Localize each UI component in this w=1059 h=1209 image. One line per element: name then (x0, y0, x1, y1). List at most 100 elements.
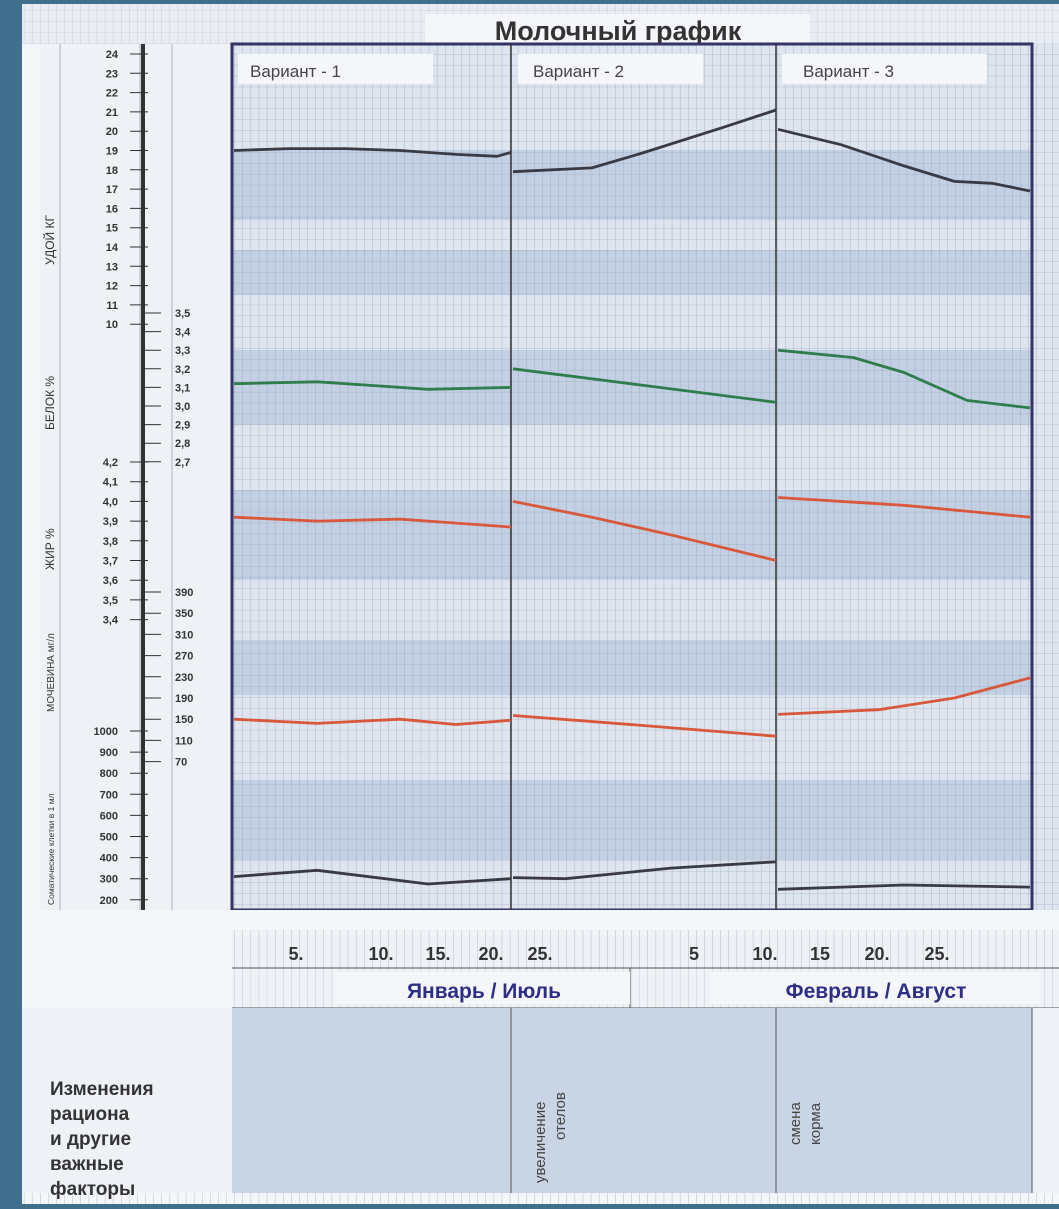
left-border (0, 0, 22, 1204)
yield-tick-label: 22 (106, 88, 118, 100)
yield-tick-label: 24 (106, 49, 119, 61)
somatic-tick-label: 200 (100, 895, 118, 907)
x-tick-label: 10. (752, 944, 777, 964)
yield-tick-label: 11 (106, 300, 118, 312)
protein-tick-label: 2,8 (175, 438, 190, 450)
yield-tick-label: 13 (106, 261, 118, 273)
urea-tick-label: 110 (175, 735, 193, 747)
series-lines (233, 108, 1031, 891)
title-strip (22, 4, 1059, 44)
notes-heading: Изменения рациона и другие важные фактор… (50, 1079, 154, 1200)
month-label-1: Январь / Июль (407, 980, 561, 1003)
fat-tick-label: 4,2 (103, 457, 118, 469)
x-tick-label: 20. (864, 944, 889, 964)
notes-heading-line-2: рациона (50, 1104, 130, 1125)
x-tick-label: 25. (527, 944, 552, 964)
somatic-tick-label: 400 (100, 853, 118, 865)
somatic-tick-label: 500 (100, 832, 118, 844)
urea-line-panel-1 (233, 717, 512, 726)
chart-title: Молочный график (495, 16, 742, 46)
protein-tick-label: 3,5 (175, 308, 190, 320)
axis-ticks: 24 23 22 21 20 19 18 17 16 15 14 13 12 11 10 3,5 3,4 3,3 3… (94, 49, 194, 907)
urea-tick-label: 70 (175, 757, 187, 769)
somatic-tick-label: 900 (100, 747, 118, 759)
yield-line-panel-2 (512, 108, 777, 174)
yield-tick-label: 19 (106, 146, 118, 158)
variant-2-box (518, 54, 703, 84)
protein-line-panel-1 (233, 380, 512, 391)
yield-tick-label: 23 (106, 68, 118, 80)
urea-tick-label: 270 (175, 651, 193, 663)
somatic-tick-label: 300 (100, 874, 118, 886)
note-panel2-line-2: отелов (552, 1092, 569, 1140)
protein-tick-label: 2,9 (175, 420, 190, 432)
note-panel3-line-1: смена (787, 1102, 804, 1145)
variant-1-box (238, 54, 433, 84)
note-panel3-line-2: корма (807, 1102, 824, 1145)
yield-tick-label: 10 (106, 319, 118, 331)
fat-tick-label: 3,6 (103, 575, 118, 587)
urea-tick-label: 190 (175, 693, 193, 705)
note-panel2-line-1: увеличение (532, 1102, 549, 1183)
yield-tick-label: 15 (106, 223, 118, 235)
fat-tick-label: 3,5 (103, 595, 118, 607)
protein-tick-label: 3,0 (175, 401, 190, 413)
x-tick-label: 10. (368, 944, 393, 964)
fat-line-panel-1 (233, 515, 512, 529)
x-tick-label: 15 (810, 944, 830, 964)
date-strip (22, 910, 1059, 1009)
yield-line-panel-1 (233, 147, 512, 158)
x-tick-labels: 5. 10. 15. 20. 25. 5 10. 15 20. 25. (288, 944, 949, 964)
fat-tick-label: 4,0 (103, 496, 118, 508)
somatic-line-panel-3 (777, 883, 1031, 891)
somatic-tick-label: 600 (100, 810, 118, 822)
yield-tick-label: 12 (106, 281, 118, 293)
somatic-line-panel-1 (233, 868, 512, 886)
yield-tick-label: 16 (106, 203, 118, 215)
axis-label-fat: ЖИР % (43, 528, 57, 570)
protein-tick-label: 3,3 (175, 345, 190, 357)
somatic-tick-label: 800 (100, 768, 118, 780)
scale-area (40, 44, 232, 910)
yield-tick-label: 18 (106, 165, 118, 177)
somatic-line-panel-2 (512, 860, 777, 881)
protein-tick-label: 3,1 (175, 382, 190, 394)
fat-tick-label: 3,9 (103, 516, 118, 528)
panel-label-1: Вариант - 1 (250, 62, 341, 81)
yield-tick-label: 20 (106, 126, 118, 138)
fat-line-panel-3 (777, 496, 1031, 519)
fat-tick-label: 4,1 (103, 477, 118, 489)
yield-line-panel-3 (777, 127, 1031, 193)
protein-tick-label: 3,2 (175, 364, 190, 376)
notes-heading-line-4: важные (50, 1154, 124, 1175)
fat-tick-label: 3,7 (103, 556, 118, 568)
somatic-tick-label: 700 (100, 789, 118, 801)
notes-heading-line-3: и другие (50, 1129, 131, 1150)
axis-label-protein: БЕЛОК % (43, 376, 57, 430)
x-tick-label: 15. (425, 944, 450, 964)
urea-tick-label: 150 (175, 714, 193, 726)
yield-tick-label: 14 (106, 242, 119, 254)
axis-label-urea: МОЧЕВИНА мг/л (46, 633, 57, 712)
x-tick-label: 5 (689, 944, 699, 964)
protein-line-panel-2 (512, 367, 777, 404)
urea-tick-label: 350 (175, 608, 193, 620)
variant-3-box (782, 54, 987, 84)
x-tick-label: 5. (288, 944, 303, 964)
somatic-tick-label: 1000 (94, 726, 118, 738)
axis-label-somatic: Соматические клетки в 1 мл (46, 793, 56, 905)
axis-label-yield: УДОЙ КГ (42, 215, 57, 265)
protein-tick-label: 3,4 (175, 327, 191, 339)
notes-heading-line-5: факторы (50, 1179, 135, 1200)
plot-background (232, 44, 1059, 910)
notes-section (22, 1008, 1059, 1204)
month-label-2: Февраль / Август (786, 980, 967, 1003)
fat-tick-label: 3,8 (103, 536, 118, 548)
urea-tick-label: 230 (175, 672, 193, 684)
protein-tick-label: 2,7 (175, 457, 190, 469)
x-tick-label: 25. (924, 944, 949, 964)
x-tick-label: 20. (478, 944, 503, 964)
urea-tick-label: 310 (175, 629, 193, 641)
